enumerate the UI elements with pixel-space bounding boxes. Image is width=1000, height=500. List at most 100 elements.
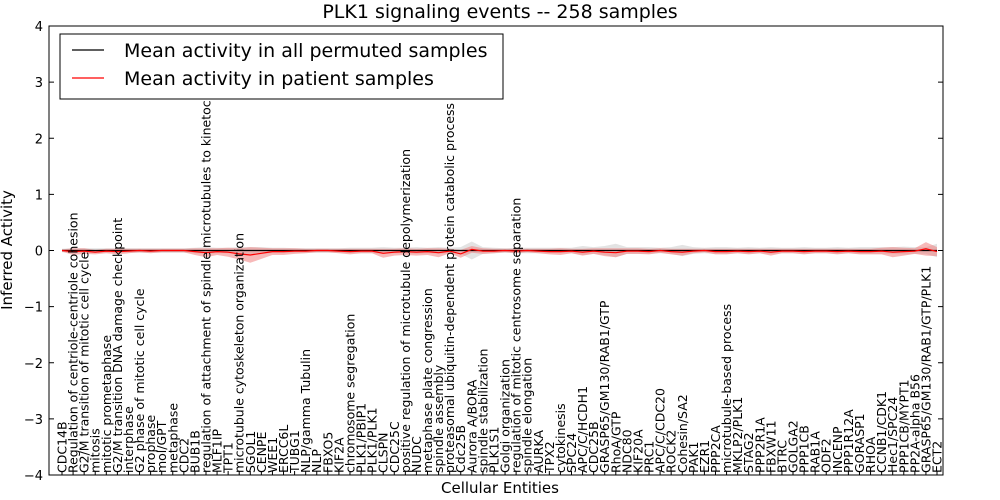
y-tick-label: −4 — [24, 469, 43, 484]
entity-label: proteasomal ubiquitin-dependent protein … — [442, 103, 457, 473]
entity-label: metaphase — [165, 403, 180, 473]
entity-label: PPP2R1A — [752, 417, 767, 473]
legend-permuted-label: Mean activity in all permuted samples — [124, 40, 487, 62]
entity-label: RAB1A — [808, 431, 823, 473]
x-axis-label: Cellular Entities — [441, 479, 559, 497]
entity-label: PRC1 — [642, 441, 657, 473]
entity-label: TUBG1 — [287, 430, 302, 474]
entity-label: G2/M transition DNA damage checkpoint — [110, 218, 125, 473]
entity-label: spindle elongation — [520, 358, 535, 473]
entity-label: PLK1/PLK1 — [365, 407, 380, 473]
legend-box — [59, 33, 504, 100]
entity-label: CDC14B — [55, 421, 70, 473]
entity-label: ECT2 — [930, 441, 945, 473]
entity-label: PPP1CB — [797, 425, 812, 473]
entity-label: KIF2A — [331, 437, 346, 473]
entity-label: SPC24 — [564, 433, 579, 473]
entity-label: NDC80 — [619, 429, 634, 473]
entity-label: APC/C/HCDH1 — [575, 386, 590, 473]
entity-label: prophase — [143, 415, 158, 473]
patient-band — [62, 242, 937, 263]
y-tick-label: 3 — [35, 76, 43, 91]
entity-label: MKLP2/PLK1 — [730, 397, 745, 473]
entity-label: PLK1S1 — [487, 426, 502, 473]
entity-label: PLK1/PBIP1 — [354, 403, 369, 473]
plot-frame — [48, 25, 944, 476]
entity-label: AURKA — [531, 430, 546, 473]
entity-label: regulation of mitotic centrosome separat… — [509, 198, 524, 473]
entity-label: TPX2 — [542, 441, 557, 474]
entity-label: Cdc25B — [453, 425, 468, 473]
entity-label: BTRC — [774, 440, 789, 473]
entity-label: PPP1R12A — [841, 409, 856, 473]
legend-patient-label: Mean activity in patient samples — [124, 68, 434, 90]
entity-label: PP2A-alpha B56 — [907, 374, 922, 473]
entity-label: CDC25C — [387, 421, 402, 473]
entity-label: NUDC — [409, 436, 424, 473]
entity-label: GRASP65/GM130/RAB1/GTP/PLK1 — [918, 266, 933, 473]
entity-label: Cohesin/SA2 — [675, 394, 690, 473]
entity-label: FBXW11 — [763, 420, 778, 473]
entity-label: microtubule-based process — [719, 304, 734, 473]
entity-label: metaphase plate congression — [420, 288, 435, 473]
entity-label: NLP — [309, 449, 324, 473]
y-axis-label: Inferred Activity — [0, 190, 16, 310]
entity-label: PPP2CA — [708, 425, 723, 473]
entity-label: spindle stabilization — [475, 348, 490, 473]
entity-label: INCENP — [830, 426, 845, 473]
entity-label: TPT1 — [221, 442, 236, 474]
entity-label: mitosis — [88, 428, 103, 473]
entity-label: regulation of attachment of spindle micr… — [199, 72, 214, 473]
entity-label: mol/GPT — [154, 420, 169, 473]
entity-label: MLF1IP — [210, 428, 225, 473]
entity-label: BUB1B — [187, 430, 202, 473]
entity-label: chromosome segregation — [343, 314, 358, 473]
entity-label: cytokinesis — [553, 403, 568, 473]
entity-label: Hec1/SPC24 — [885, 397, 900, 473]
entity-label: GRASP65/GM130/RAB1/GTP — [597, 300, 612, 473]
entity-label: ODF2 — [819, 438, 834, 473]
y-tick-label: −1 — [24, 301, 43, 316]
entity-label: mitotic prometaphase — [99, 335, 114, 473]
entity-label: G2 phase of mitotic cell cycle — [132, 288, 147, 473]
entity-label: CCNB1/CDK1 — [874, 391, 889, 473]
entity-label: Aurora A/BORA — [464, 379, 479, 473]
entity-label: KIF20A — [630, 429, 645, 473]
entity-label: STAG2 — [741, 432, 756, 473]
entity-label: Golgi organization — [498, 359, 513, 473]
entity-label: CDC25B — [586, 421, 601, 473]
y-tick-label: −3 — [24, 413, 43, 428]
entity-label: SGOL1 — [243, 431, 258, 473]
entity-label: APC/C/CDC20 — [653, 388, 668, 473]
entity-label: PPP1CB/MYPT1 — [896, 379, 911, 473]
entity-label: microtubule cytoskeleton organization — [232, 233, 247, 473]
patient-series-line — [61, 248, 938, 256]
entity-label: spindle assembly — [431, 364, 446, 473]
entity-label: CENPE — [254, 432, 269, 474]
entity-label: PAK1 — [686, 442, 701, 473]
entity-label: EZR1 — [697, 440, 712, 473]
entity-label: CDC2 — [176, 438, 191, 473]
legend: Mean activity in all permuted samples Me… — [59, 33, 504, 100]
entity-label: WEE1 — [265, 437, 280, 473]
entity-label: interphase — [121, 406, 136, 473]
y-tick-label: 1 — [35, 188, 43, 203]
y-tick-label: −2 — [24, 357, 43, 372]
entity-label: ERCC6L — [276, 425, 291, 473]
y-tick-label: 2 — [35, 132, 43, 147]
entity-label: Regulation of centriole-centriole cohesi… — [66, 212, 81, 473]
entity-label: GORASP1 — [852, 413, 867, 473]
entity-label: GOLGA2 — [786, 420, 801, 473]
entity-label: G2/M transition of mitotic cell cycle — [77, 251, 92, 473]
chart-title: PLK1 signaling events -- 258 samples — [322, 1, 677, 23]
entity-label: FBXO5 — [320, 432, 335, 473]
entity-label: CLSPN — [376, 432, 391, 473]
entity-label: RhoA/GTP — [608, 411, 623, 473]
entity-label: positive regulation of microtubule depol… — [398, 149, 413, 473]
entity-label: RHOA — [863, 436, 878, 473]
entity-label: NLP/gamma Tubulin — [298, 349, 313, 473]
y-tick-label: 0 — [35, 245, 43, 260]
entity-label: ROCK2 — [664, 430, 679, 473]
y-tick-label: 4 — [35, 20, 43, 35]
